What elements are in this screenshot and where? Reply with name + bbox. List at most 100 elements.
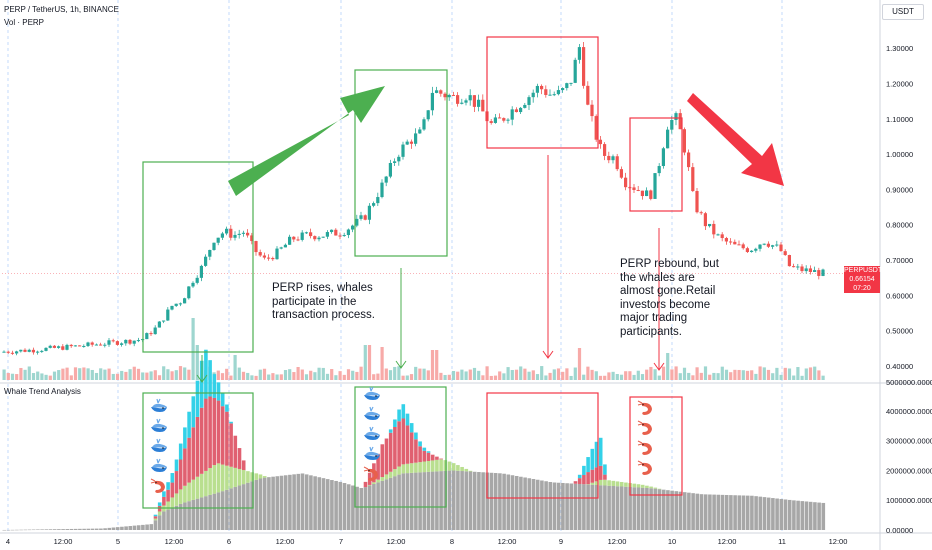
volume-bar bbox=[166, 369, 170, 380]
whale-bar-gray bbox=[321, 478, 326, 530]
whale-bar-gray bbox=[628, 486, 632, 530]
volume-bar bbox=[565, 368, 569, 380]
volume-bar bbox=[351, 370, 355, 380]
whale-bar-green bbox=[607, 480, 611, 486]
candle-body bbox=[204, 256, 208, 266]
candle-body bbox=[464, 100, 468, 103]
symbol-title[interactable]: PERP / TetherUS, 1h, BINANCE bbox=[4, 5, 119, 14]
candle-body bbox=[212, 242, 216, 250]
note-line: participate in the bbox=[272, 295, 357, 308]
whale-tick-label: 1000000.00000 bbox=[886, 496, 932, 505]
volume-bar bbox=[141, 372, 145, 380]
volume-bar bbox=[40, 373, 44, 380]
price-tick-label: 0.90000 bbox=[886, 185, 913, 194]
currency-selector[interactable]: USDT bbox=[882, 4, 924, 20]
whale-bar-green bbox=[229, 466, 233, 489]
whale-bar-gray bbox=[582, 484, 586, 530]
whale-bar-red bbox=[409, 432, 414, 464]
whale-bar-gray bbox=[477, 472, 481, 530]
volume-bar bbox=[632, 374, 636, 380]
candle-body bbox=[493, 117, 497, 123]
candle-body bbox=[716, 234, 720, 236]
whale-bar-cyan bbox=[393, 419, 397, 427]
whale-bar-red bbox=[187, 437, 191, 483]
whale-bar-green bbox=[640, 484, 645, 488]
candle-body bbox=[254, 241, 258, 253]
whale-bar-gray bbox=[741, 495, 746, 530]
time-tick-label: 6 bbox=[227, 537, 231, 546]
candle-body bbox=[582, 47, 586, 86]
volume-bar bbox=[36, 371, 40, 380]
candle-body bbox=[418, 129, 422, 134]
candle-body bbox=[6, 351, 10, 353]
whale-bar-gray bbox=[561, 482, 565, 530]
whale-bar-gray bbox=[813, 502, 817, 530]
whale-bar-green bbox=[380, 477, 385, 481]
whale-icon bbox=[150, 398, 168, 415]
whale-bar-cyan bbox=[414, 432, 418, 440]
volume-bar bbox=[388, 370, 393, 380]
whale-bar-gray bbox=[624, 486, 628, 530]
whale-bar-gray bbox=[61, 529, 65, 530]
whale-bar-gray bbox=[527, 478, 532, 530]
whale-bar-gray bbox=[220, 491, 225, 530]
whale-bar-gray bbox=[426, 471, 431, 530]
whale-bar-gray bbox=[439, 471, 443, 530]
candle-body bbox=[598, 139, 602, 145]
indicator-title[interactable]: Whale Trend Analysis bbox=[4, 387, 81, 396]
whale-bar-green bbox=[191, 479, 196, 500]
volume-bar bbox=[582, 374, 586, 380]
candle-body bbox=[10, 352, 14, 354]
volume-bar bbox=[531, 370, 535, 380]
volume-bar bbox=[724, 369, 729, 380]
whale-icon bbox=[150, 438, 168, 455]
last-price-badge: 0.66154 bbox=[844, 275, 880, 284]
whale-bar-gray bbox=[288, 474, 292, 530]
volume-bar bbox=[750, 370, 754, 380]
candle-body bbox=[586, 85, 590, 105]
volume-bar bbox=[174, 370, 178, 380]
candle-body bbox=[796, 266, 800, 268]
whale-bar-green bbox=[225, 465, 229, 490]
whale-bar-gray bbox=[766, 497, 771, 530]
volume-bar bbox=[241, 371, 246, 380]
whale-bar-gray bbox=[132, 525, 137, 530]
whale-bar-gray bbox=[792, 500, 796, 530]
whale-bar-gray bbox=[384, 479, 389, 530]
candle-body bbox=[15, 351, 19, 354]
candle-body bbox=[443, 93, 447, 98]
whale-bar-gray bbox=[48, 529, 53, 530]
candle-body bbox=[636, 189, 640, 191]
whale-bar-gray bbox=[183, 502, 187, 530]
volume-bar bbox=[409, 374, 414, 380]
volume-bar bbox=[787, 368, 792, 380]
candle-body bbox=[208, 249, 212, 257]
whale-bar-red bbox=[577, 478, 582, 484]
volume-bar bbox=[103, 369, 107, 380]
whale-bar-gray bbox=[309, 475, 313, 530]
whale-bar-gray bbox=[464, 471, 469, 530]
volume-legend[interactable]: Vol · PERP bbox=[4, 18, 45, 27]
whale-bar-cyan bbox=[170, 473, 175, 483]
candle-body bbox=[729, 241, 733, 243]
whale-bar-gray bbox=[619, 486, 624, 530]
whale-bar-green bbox=[447, 461, 452, 471]
candle-body bbox=[241, 232, 245, 234]
candle-body bbox=[267, 257, 271, 259]
whale-bar-gray bbox=[552, 482, 557, 530]
volume-bar bbox=[149, 371, 153, 380]
candle-body bbox=[708, 223, 712, 227]
whale-bar-gray bbox=[128, 526, 133, 530]
whale-bar-gray bbox=[661, 489, 666, 530]
volume-bar bbox=[2, 369, 6, 380]
whale-bar-cyan bbox=[598, 437, 603, 466]
whale-bar-gray bbox=[745, 495, 750, 530]
whale-bar-gray bbox=[481, 472, 485, 530]
whale-bar-gray bbox=[115, 527, 120, 530]
whale-bar-gray bbox=[376, 482, 380, 530]
price-tick-label: 1.00000 bbox=[886, 150, 913, 159]
box-whale-push bbox=[354, 69, 448, 257]
volume-bar bbox=[645, 369, 649, 380]
candle-body bbox=[355, 218, 359, 226]
